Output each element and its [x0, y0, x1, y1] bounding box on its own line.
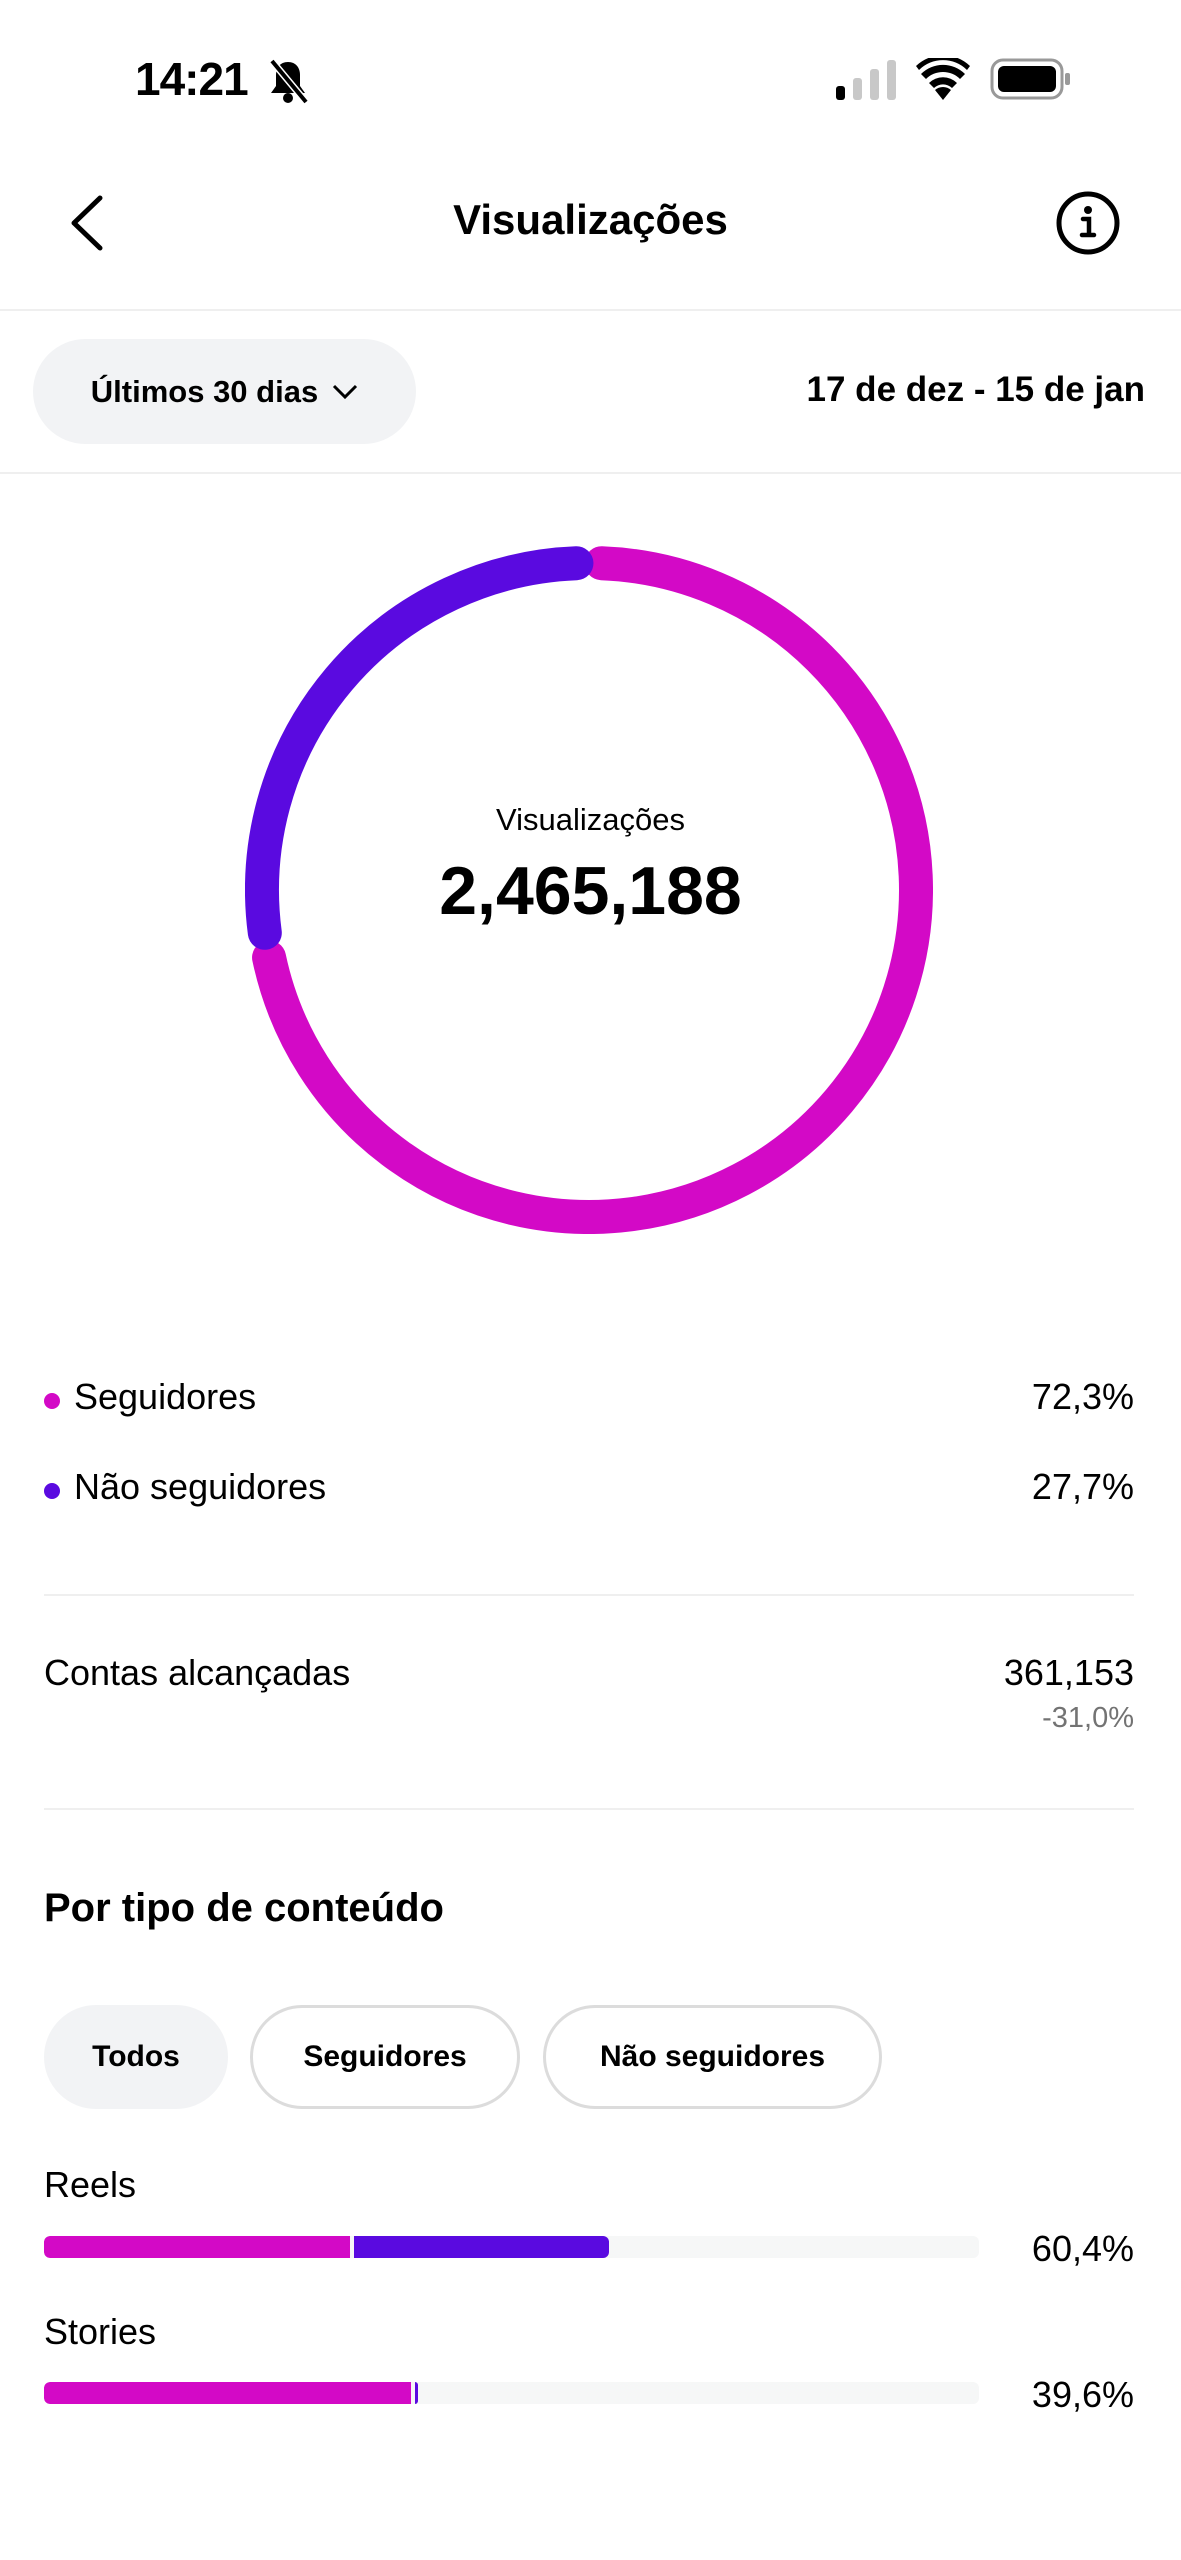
bar-segment-non-followers: [353, 2236, 609, 2258]
donut-slice-non-followers: [245, 546, 594, 950]
section-heading: Por tipo de conteúdo: [44, 1886, 444, 1930]
donut-center-label: Visualizações: [496, 802, 685, 837]
divider: [44, 1594, 1134, 1596]
legend-label: Não seguidores: [74, 1466, 327, 1507]
donut-slice-followers: [252, 546, 933, 1234]
legend-value: 27,7%: [1031, 1466, 1134, 1507]
status-time: 14:21: [135, 53, 249, 105]
filter-divider: [0, 472, 1181, 474]
followers-dot: [44, 1393, 60, 1409]
accounts-reached-label: Contas alcançadas: [44, 1652, 351, 1693]
info-button[interactable]: [1055, 190, 1121, 256]
battery-icon: [990, 58, 1070, 100]
signal-icon: [836, 60, 896, 100]
bar-track-stories: [44, 2382, 979, 2404]
legend-value: 72,3%: [1031, 1376, 1134, 1417]
chip-all[interactable]: Todos: [44, 2005, 228, 2109]
bar-segment-followers: [44, 2382, 411, 2404]
chip-non-followers[interactable]: Não seguidores: [543, 2005, 882, 2109]
bar-track-reels: [44, 2236, 979, 2258]
non-followers-dot: [44, 1483, 60, 1499]
bell-slash-icon: [269, 58, 309, 104]
legend-item-non-followers: Não seguidores 27,7%: [44, 1466, 1134, 1508]
page-title: Visualizações: [453, 196, 728, 243]
bar-label-stories: Stories: [44, 2311, 157, 2352]
bar-label-reels: Reels: [44, 2164, 137, 2205]
bar-value-reels: 60,4%: [1031, 2228, 1134, 2269]
chevron-down-icon: [333, 384, 358, 399]
accounts-reached-change: -31,0%: [1042, 1702, 1134, 1734]
bar-segment-non-followers: [414, 2382, 418, 2404]
date-range: 17 de dez - 15 de jan: [806, 370, 1145, 409]
wifi-icon: [916, 58, 970, 100]
divider: [44, 1808, 1134, 1810]
chip-followers[interactable]: Seguidores: [250, 2005, 520, 2109]
period-label: Últimos 30 dias: [90, 373, 319, 409]
donut-center-value: 2,465,188: [439, 853, 742, 929]
period-dropdown[interactable]: Últimos 30 dias: [33, 339, 416, 444]
bar-segment-followers: [44, 2236, 350, 2258]
info-icon: [1056, 191, 1120, 255]
bar-value-stories: 39,6%: [1031, 2374, 1134, 2415]
legend-item-followers: Seguidores 72,3%: [44, 1376, 1134, 1418]
header-divider: [0, 309, 1181, 311]
accounts-reached-value: 361,153: [1003, 1652, 1134, 1693]
chevron-left-icon: [71, 195, 103, 251]
legend-label: Seguidores: [74, 1376, 257, 1417]
back-button[interactable]: [66, 194, 106, 252]
views-donut-chart: [245, 546, 933, 1234]
